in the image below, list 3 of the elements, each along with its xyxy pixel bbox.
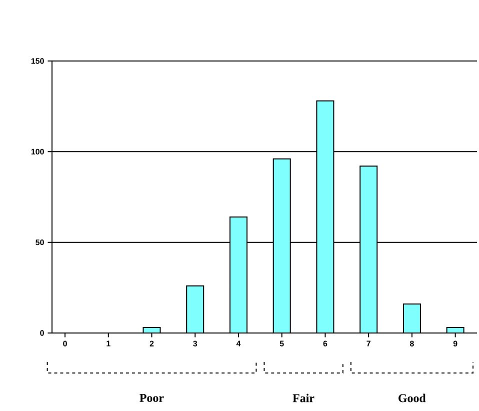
text: Fair: [292, 394, 314, 402]
text: Poor: [140, 394, 164, 402]
text: Good: [398, 394, 426, 402]
